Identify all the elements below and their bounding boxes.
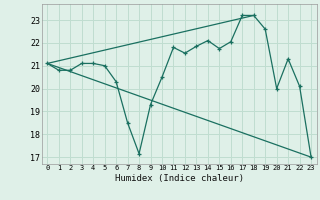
X-axis label: Humidex (Indice chaleur): Humidex (Indice chaleur)	[115, 174, 244, 183]
